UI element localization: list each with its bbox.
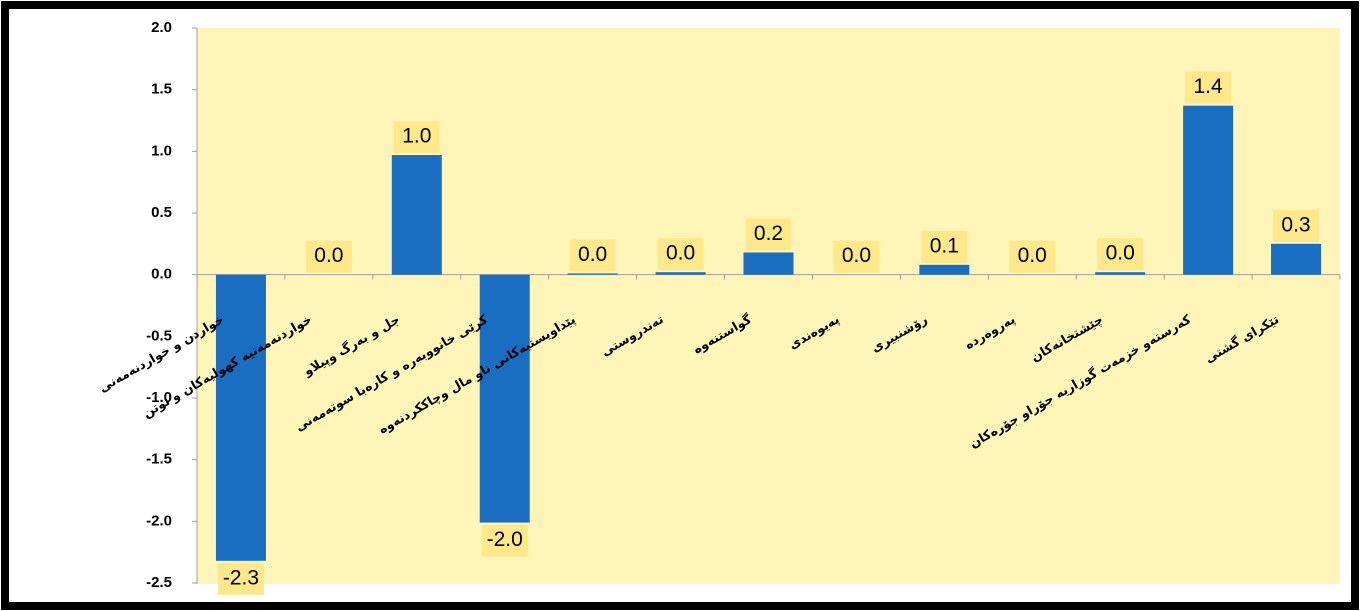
value-label: 0.0 (1018, 244, 1047, 267)
value-label: 1.4 (1194, 75, 1224, 98)
bar (215, 274, 266, 561)
value-label-box (1097, 238, 1144, 271)
value-label: 0.0 (578, 243, 607, 266)
value-label: 0.0 (314, 244, 343, 267)
y-tick-label: -1.0 (146, 389, 172, 406)
y-tick-label: 0.0 (151, 266, 172, 283)
value-label-box (833, 240, 880, 273)
bar (1271, 243, 1322, 275)
value-label-box (481, 524, 528, 557)
value-label-box (1009, 240, 1056, 273)
y-tick-label: 0.5 (151, 204, 172, 221)
y-tick-label: 1.5 (151, 81, 172, 98)
value-label: 0.0 (1106, 242, 1135, 265)
value-label-box (393, 121, 440, 154)
value-label: 1.0 (402, 125, 431, 148)
value-label-box (657, 238, 704, 271)
value-label-box (745, 218, 792, 251)
y-tick-label: -2.5 (146, 574, 172, 591)
bar (567, 273, 618, 275)
value-label: 0.1 (930, 234, 959, 257)
bar (1183, 105, 1234, 275)
value-label-box (217, 562, 264, 595)
y-tick-label: -1.5 (146, 451, 172, 468)
value-label-box (305, 240, 352, 273)
y-tick-label: -0.5 (146, 327, 172, 344)
y-tick-label: -2.0 (146, 512, 172, 529)
bar (391, 155, 442, 275)
value-label-box (921, 230, 968, 263)
value-label: 0.0 (666, 242, 695, 265)
value-label-box (569, 239, 616, 272)
bar (743, 252, 794, 275)
value-label-box (1273, 209, 1320, 242)
value-label: 0.2 (754, 222, 783, 245)
plot-area (197, 28, 1340, 584)
y-tick-label: 1.0 (151, 142, 172, 159)
y-tick-label: 2.0 (151, 19, 172, 36)
bar (919, 264, 970, 275)
value-label: 0.0 (842, 244, 871, 267)
value-label: -2.3 (223, 566, 259, 589)
value-label: 0.3 (1281, 213, 1310, 236)
value-label-box (1185, 71, 1232, 104)
bar (1095, 272, 1146, 275)
bar (479, 274, 530, 523)
bar (655, 272, 706, 275)
value-label: -2.0 (487, 528, 523, 551)
